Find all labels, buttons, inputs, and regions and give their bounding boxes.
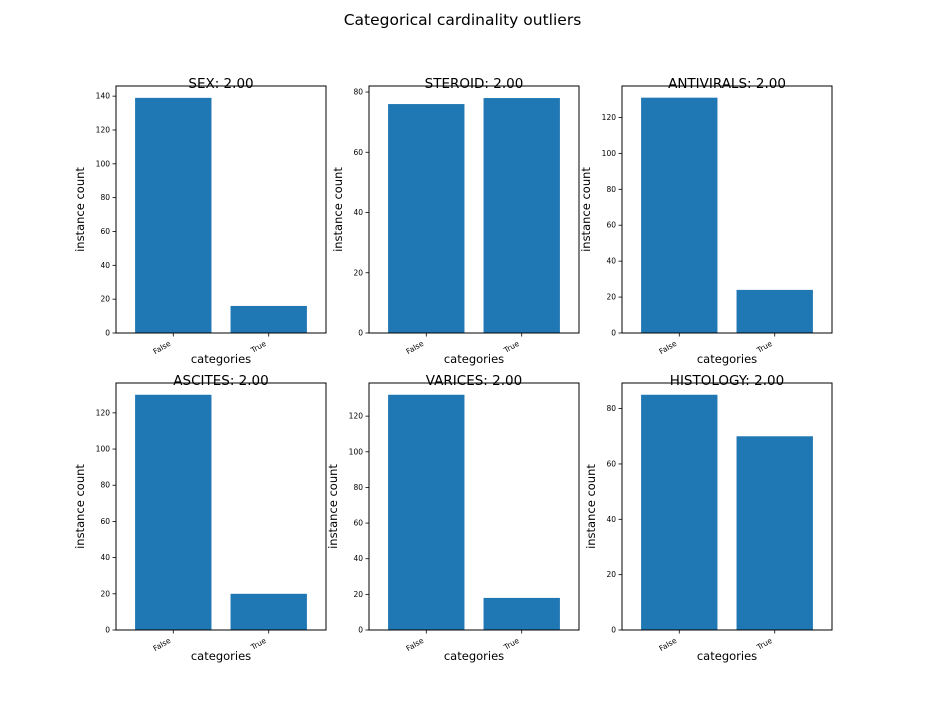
bar-false bbox=[388, 104, 465, 333]
x-tick-label: False bbox=[404, 339, 425, 356]
y-tick-label: 20 bbox=[353, 268, 363, 277]
y-tick-label: 140 bbox=[96, 92, 111, 101]
y-axis-label: instance count bbox=[331, 167, 345, 252]
y-tick-label: 120 bbox=[96, 408, 111, 417]
y-tick-label: 120 bbox=[349, 412, 364, 421]
axes-frame bbox=[621, 85, 833, 334]
y-tick-label: 40 bbox=[606, 257, 616, 266]
subplot-title: HISTOLOGY: 2.00 bbox=[670, 373, 784, 389]
bar-false bbox=[135, 97, 212, 333]
bar-false bbox=[135, 394, 212, 630]
axes-frame bbox=[115, 382, 327, 631]
x-axis-label: categories bbox=[191, 649, 251, 663]
y-tick-label: 40 bbox=[100, 553, 110, 562]
x-tick-label: True bbox=[249, 636, 268, 652]
y-tick-label: 100 bbox=[349, 447, 364, 456]
y-tick-label: 100 bbox=[96, 445, 111, 454]
y-tick-label: 40 bbox=[606, 515, 616, 524]
bar-true bbox=[736, 436, 813, 630]
y-tick-label: 0 bbox=[358, 626, 363, 635]
subplot-title: VARICES: 2.00 bbox=[426, 373, 522, 389]
y-tick-label: 60 bbox=[353, 148, 363, 157]
bar-false bbox=[641, 394, 718, 630]
x-axis-label: categories bbox=[697, 352, 757, 366]
subplot-2: 0 20 40 60 80 False True STEROID: 2.00 categorie… bbox=[331, 76, 580, 366]
axes-frame bbox=[368, 85, 580, 334]
x-tick-label: True bbox=[755, 339, 774, 355]
y-tick-label: 80 bbox=[353, 483, 363, 492]
x-tick-label: False bbox=[151, 636, 172, 653]
axes-frame bbox=[621, 382, 833, 631]
bar-true bbox=[230, 593, 307, 630]
x-tick-label: True bbox=[502, 636, 521, 652]
y-axis-label: instance count bbox=[73, 464, 87, 549]
y-tick-label: 80 bbox=[100, 481, 110, 490]
y-tick-label: 60 bbox=[100, 227, 110, 236]
y-tick-label: 20 bbox=[353, 590, 363, 599]
y-tick-label: 40 bbox=[353, 208, 363, 217]
y-tick-label: 120 bbox=[602, 113, 617, 122]
y-tick-label: 100 bbox=[602, 149, 617, 158]
subplot-1: 0 20 40 60 80 100 120 140 False True SEX: 2.00 cate… bbox=[73, 76, 327, 366]
y-tick-label: 60 bbox=[606, 459, 616, 468]
y-tick-label: 80 bbox=[606, 185, 616, 194]
y-tick-label: 40 bbox=[353, 554, 363, 563]
y-axis-label: instance count bbox=[73, 167, 87, 252]
y-axis-label: instance count bbox=[584, 464, 598, 549]
y-tick-label: 20 bbox=[100, 589, 110, 598]
figure-title: Categorical cardinality outliers bbox=[343, 11, 582, 29]
bar-true bbox=[736, 289, 813, 333]
y-tick-label: 0 bbox=[358, 329, 363, 338]
subplot-title: ANTIVIRALS: 2.00 bbox=[668, 76, 786, 92]
y-tick-label: 0 bbox=[611, 626, 616, 635]
subplot-title: STEROID: 2.00 bbox=[425, 76, 524, 92]
x-tick-label: True bbox=[755, 636, 774, 652]
subplot-6: 0 20 40 60 80 False True HISTOLOGY: 2.00 categor… bbox=[584, 373, 833, 663]
y-tick-label: 80 bbox=[353, 88, 363, 97]
bar-false bbox=[641, 97, 718, 333]
x-tick-label: False bbox=[657, 339, 678, 356]
x-axis-label: categories bbox=[191, 352, 251, 366]
x-axis-label: categories bbox=[444, 352, 504, 366]
x-tick-label: False bbox=[657, 636, 678, 653]
x-tick-label: False bbox=[404, 636, 425, 653]
y-tick-label: 80 bbox=[606, 404, 616, 413]
y-tick-label: 20 bbox=[100, 295, 110, 304]
axes-frame bbox=[368, 382, 580, 631]
y-tick-label: 80 bbox=[100, 193, 110, 202]
subplot-title: ASCITES: 2.00 bbox=[173, 373, 268, 389]
bar-false bbox=[388, 394, 465, 630]
subplot-4: 0 20 40 60 80 100 120 False True ASCITES: 2.00 cat… bbox=[73, 373, 327, 663]
x-tick-label: True bbox=[502, 339, 521, 355]
y-tick-label: 60 bbox=[353, 519, 363, 528]
subplot-5: 0 20 40 60 80 100 120 False True VARICES: 2.00 cat… bbox=[326, 373, 580, 663]
y-tick-label: 120 bbox=[96, 125, 111, 134]
y-tick-label: 20 bbox=[606, 293, 616, 302]
subplot-3: 0 20 40 60 80 100 120 False True ANTIVIRALS: 2.00… bbox=[579, 76, 833, 366]
y-tick-label: 60 bbox=[100, 517, 110, 526]
y-tick-label: 100 bbox=[96, 159, 111, 168]
axes-frame bbox=[115, 85, 327, 334]
x-tick-label: True bbox=[249, 339, 268, 355]
y-tick-label: 60 bbox=[606, 221, 616, 230]
y-tick-label: 0 bbox=[611, 329, 616, 338]
bar-true bbox=[483, 98, 560, 333]
subplot-title: SEX: 2.00 bbox=[188, 76, 253, 92]
y-axis-label: instance count bbox=[326, 464, 340, 549]
bar-true bbox=[483, 597, 560, 630]
y-tick-label: 20 bbox=[606, 570, 616, 579]
y-axis-label: instance count bbox=[579, 167, 593, 252]
x-axis-label: categories bbox=[444, 649, 504, 663]
bar-true bbox=[230, 305, 307, 333]
x-axis-label: categories bbox=[697, 649, 757, 663]
y-tick-label: 40 bbox=[100, 261, 110, 270]
x-tick-label: False bbox=[151, 339, 172, 356]
y-tick-label: 0 bbox=[105, 626, 110, 635]
y-tick-label: 0 bbox=[105, 329, 110, 338]
